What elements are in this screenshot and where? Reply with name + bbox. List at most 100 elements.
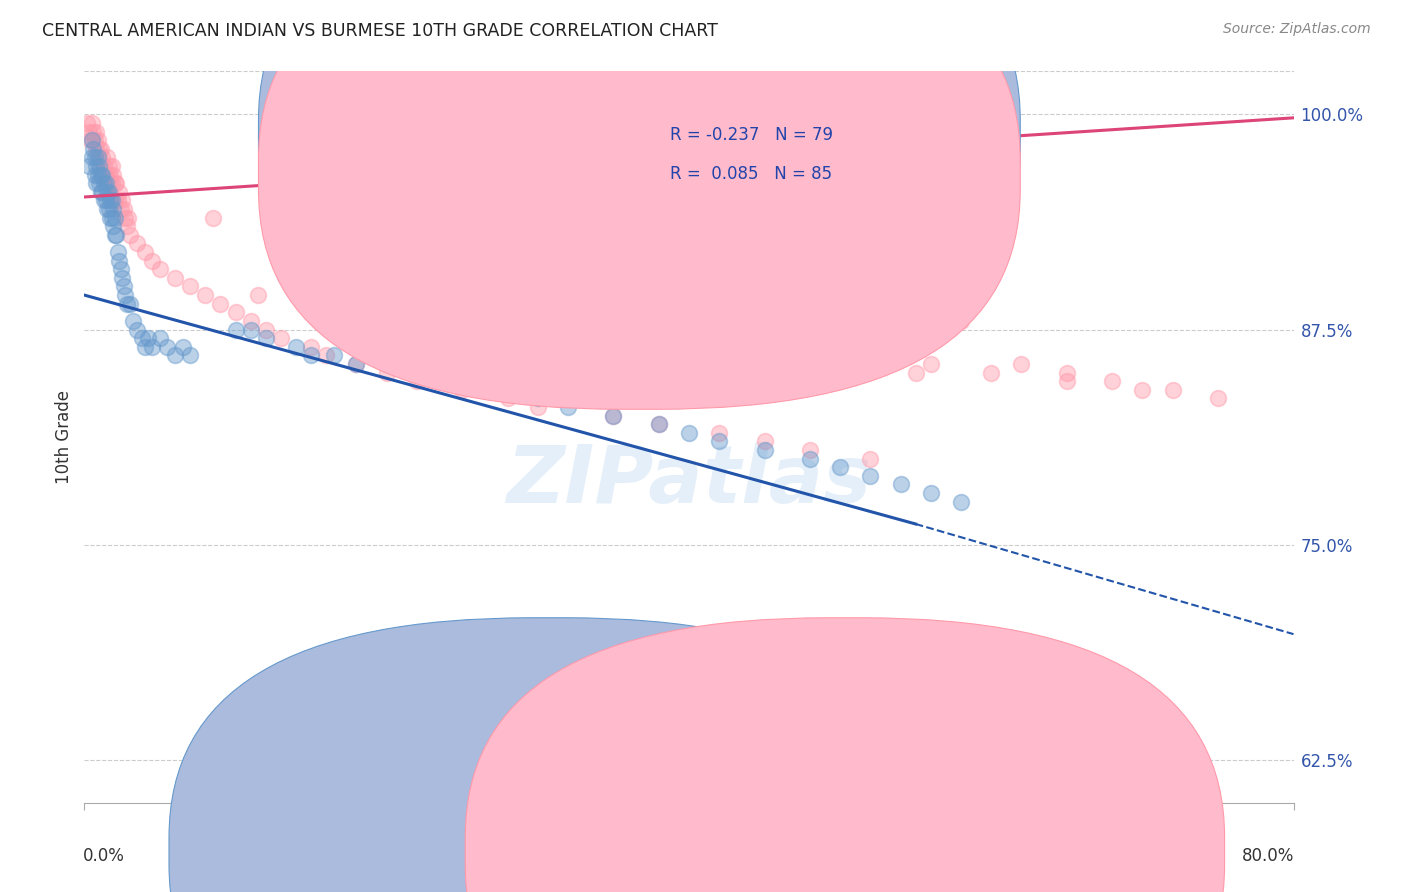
Point <box>96 168 118 182</box>
Point <box>738 340 761 354</box>
Point <box>91 168 114 182</box>
Point <box>100 176 122 190</box>
Point <box>678 425 700 440</box>
Point <box>920 486 942 500</box>
Point <box>247 288 270 302</box>
Point <box>950 314 973 328</box>
Point <box>111 194 134 208</box>
Point <box>101 219 124 234</box>
Point <box>451 374 474 388</box>
Point <box>89 142 111 156</box>
Text: 0.0%: 0.0% <box>83 847 125 864</box>
Point <box>136 331 159 345</box>
Point <box>80 150 103 164</box>
Point <box>141 340 163 354</box>
Point <box>254 322 277 336</box>
FancyBboxPatch shape <box>465 618 1225 892</box>
Point <box>118 227 141 242</box>
Point <box>557 400 579 414</box>
Point <box>115 219 138 234</box>
Point <box>104 176 127 190</box>
Point <box>86 159 108 173</box>
Point <box>118 296 141 310</box>
Point <box>149 331 172 345</box>
Point <box>225 305 247 319</box>
Point <box>82 142 104 156</box>
Point <box>97 176 120 190</box>
Point <box>131 331 153 345</box>
Point <box>82 125 104 139</box>
Point <box>77 159 100 173</box>
Point <box>648 417 671 432</box>
Point <box>108 185 131 199</box>
Point <box>859 451 882 466</box>
Point <box>299 340 322 354</box>
Point <box>107 194 129 208</box>
Point <box>84 168 107 182</box>
Point <box>149 262 172 277</box>
Text: Central American Indians: Central American Indians <box>578 844 782 859</box>
Point <box>89 159 111 173</box>
Point <box>96 202 118 216</box>
Point <box>86 125 108 139</box>
Point <box>84 150 107 164</box>
Point <box>285 279 308 293</box>
Point <box>1130 383 1153 397</box>
Point <box>799 451 821 466</box>
Point <box>1161 383 1184 397</box>
Point <box>114 288 136 302</box>
Point <box>830 348 852 362</box>
Point <box>104 194 127 208</box>
Point <box>709 425 731 440</box>
Point <box>112 279 135 293</box>
Point <box>89 176 111 190</box>
Point <box>76 116 98 130</box>
Point <box>127 236 149 251</box>
Point <box>709 434 731 449</box>
Point <box>346 357 368 371</box>
Point <box>859 468 882 483</box>
Point <box>285 340 308 354</box>
Point <box>1056 366 1078 380</box>
Point <box>108 253 131 268</box>
Text: Burmese: Burmese <box>875 844 945 859</box>
Point <box>315 348 337 362</box>
Point <box>93 176 115 190</box>
Point <box>127 322 149 336</box>
Point <box>90 168 112 182</box>
Point <box>93 159 115 173</box>
Point <box>299 348 322 362</box>
Point <box>121 314 143 328</box>
Point <box>904 366 927 380</box>
Point <box>194 288 217 302</box>
Point <box>920 357 942 371</box>
Point <box>322 348 344 362</box>
Point <box>101 168 124 182</box>
Point <box>98 168 121 182</box>
Point <box>527 400 550 414</box>
Point <box>225 322 247 336</box>
Point <box>89 150 111 164</box>
Point <box>110 202 132 216</box>
Point <box>80 133 103 147</box>
Text: CENTRAL AMERICAN INDIAN VS BURMESE 10TH GRADE CORRELATION CHART: CENTRAL AMERICAN INDIAN VS BURMESE 10TH … <box>42 22 718 40</box>
Point <box>112 202 135 216</box>
Point <box>97 159 120 173</box>
Point <box>84 133 107 147</box>
Point <box>93 194 115 208</box>
Point <box>104 211 127 225</box>
FancyBboxPatch shape <box>259 0 1021 409</box>
Point <box>87 133 110 147</box>
Point <box>91 150 114 164</box>
Point <box>209 296 232 310</box>
FancyBboxPatch shape <box>169 618 928 892</box>
Point <box>375 357 398 371</box>
Point <box>270 331 292 345</box>
Point <box>451 383 474 397</box>
Point <box>94 194 117 208</box>
Point <box>156 340 179 354</box>
Point <box>80 116 103 130</box>
Point <box>94 168 117 182</box>
Point <box>117 211 139 225</box>
Point <box>754 442 776 457</box>
